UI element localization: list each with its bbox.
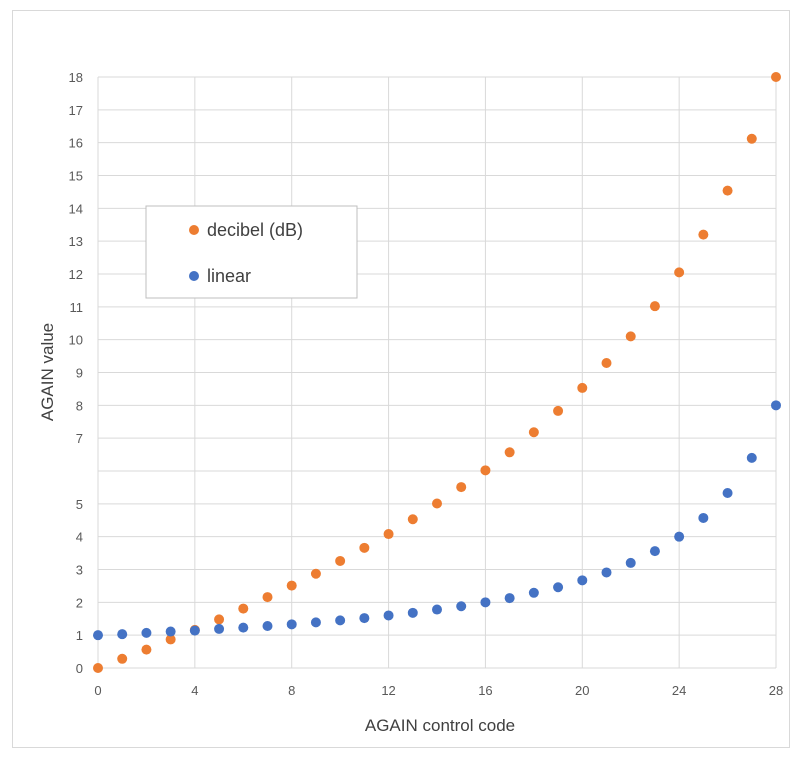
- linear-point: [649, 546, 660, 557]
- linear-point: [601, 567, 612, 578]
- y-tick-label: 7: [76, 431, 83, 446]
- linear-point: [722, 487, 733, 498]
- linear-point: [407, 607, 418, 618]
- linear-point: [310, 617, 321, 628]
- legend-label-linear: linear: [207, 266, 251, 286]
- decibel-point: [359, 542, 370, 553]
- linear-point: [698, 512, 709, 523]
- decibel-point: [577, 382, 588, 393]
- decibel-point: [601, 357, 612, 368]
- linear-point: [480, 597, 491, 608]
- decibel-point: [674, 267, 685, 278]
- decibel-point: [262, 592, 273, 603]
- y-tick-label: 8: [76, 398, 83, 413]
- gridlines: [97, 76, 777, 669]
- linear-point: [625, 557, 636, 568]
- x-tick-label: 20: [575, 683, 589, 698]
- x-tick-label: 8: [288, 683, 295, 698]
- decibel-point: [528, 427, 539, 438]
- y-tick-label: 11: [70, 300, 84, 315]
- y-tick-label: 16: [69, 136, 83, 151]
- decibel-point: [698, 229, 709, 240]
- decibel-point: [335, 555, 346, 566]
- y-tick-label: 14: [69, 201, 83, 216]
- y-tick-label: 2: [76, 595, 83, 610]
- decibel-point: [286, 580, 297, 591]
- y-tick-label: 3: [76, 563, 83, 578]
- decibel-point: [771, 72, 781, 82]
- linear-point: [117, 629, 128, 640]
- decibel-point: [649, 301, 660, 312]
- x-tick-label: 24: [672, 683, 686, 698]
- linear-point: [286, 619, 297, 630]
- y-axis-title: AGAIN value: [38, 323, 57, 421]
- legend-marker-decibel: [189, 225, 199, 235]
- linear-point: [335, 615, 346, 626]
- y-tick-label: 18: [69, 70, 83, 85]
- y-tick-label: 10: [69, 333, 83, 348]
- legend-marker-linear: [189, 271, 199, 281]
- decibel-point: [504, 447, 515, 458]
- decibel-point: [141, 644, 152, 655]
- x-axis-title: AGAIN control code: [365, 716, 515, 735]
- decibel-point: [165, 634, 176, 645]
- linear-point: [165, 626, 176, 637]
- x-tick-label: 16: [478, 683, 492, 698]
- decibel-point: [480, 465, 491, 476]
- linear-point: [141, 627, 152, 638]
- decibel-point: [432, 498, 442, 509]
- linear-point: [432, 604, 442, 615]
- decibel-point: [746, 133, 757, 144]
- linear-point: [528, 587, 539, 598]
- linear-point: [674, 531, 685, 542]
- x-tick-labels: 0 4 8 12 16 20 24 28: [94, 683, 783, 698]
- linear-point: [359, 613, 370, 624]
- decibel-point: [383, 529, 394, 540]
- linear-point: [189, 625, 200, 636]
- data-points: [93, 72, 781, 673]
- y-tick-label: 13: [69, 234, 83, 249]
- legend: decibel (dB) linear: [145, 205, 358, 299]
- chart-frame: [12, 10, 790, 748]
- decibel-point: [625, 331, 636, 342]
- linear-point: [746, 452, 757, 463]
- x-tick-label: 12: [381, 683, 395, 698]
- y-tick-label: 9: [76, 366, 83, 381]
- linear-point: [771, 400, 781, 411]
- y-tick-label: 17: [69, 103, 83, 118]
- decibel-point: [407, 514, 418, 525]
- x-tick-label: 0: [94, 683, 101, 698]
- linear-point: [577, 575, 588, 586]
- linear-point: [93, 630, 103, 641]
- linear-point: [238, 622, 249, 633]
- decibel-point: [117, 653, 128, 664]
- y-tick-label: 0: [76, 661, 83, 676]
- decibel-point: [553, 405, 564, 416]
- decibel-point: [93, 663, 103, 673]
- y-tick-label: 4: [76, 530, 83, 545]
- linear-point: [214, 623, 225, 634]
- linear-point: [553, 582, 564, 593]
- y-tick-label: 1: [76, 628, 83, 643]
- x-tick-label: 4: [191, 683, 198, 698]
- decibel-point: [310, 568, 321, 579]
- decibel-point: [214, 614, 225, 625]
- decibel-point: [456, 482, 467, 493]
- x-tick-label: 28: [769, 683, 783, 698]
- y-tick-label: 12: [69, 267, 83, 282]
- y-tick-label: 15: [69, 169, 83, 184]
- decibel-point: [238, 603, 249, 614]
- legend-label-decibel: decibel (dB): [207, 220, 303, 240]
- legend-box: [145, 205, 358, 299]
- decibel-point: [722, 185, 733, 196]
- linear-point: [383, 610, 394, 621]
- linear-point: [456, 601, 467, 612]
- linear-point: [504, 593, 515, 604]
- linear-point: [262, 620, 273, 631]
- y-tick-label: 5: [76, 497, 83, 512]
